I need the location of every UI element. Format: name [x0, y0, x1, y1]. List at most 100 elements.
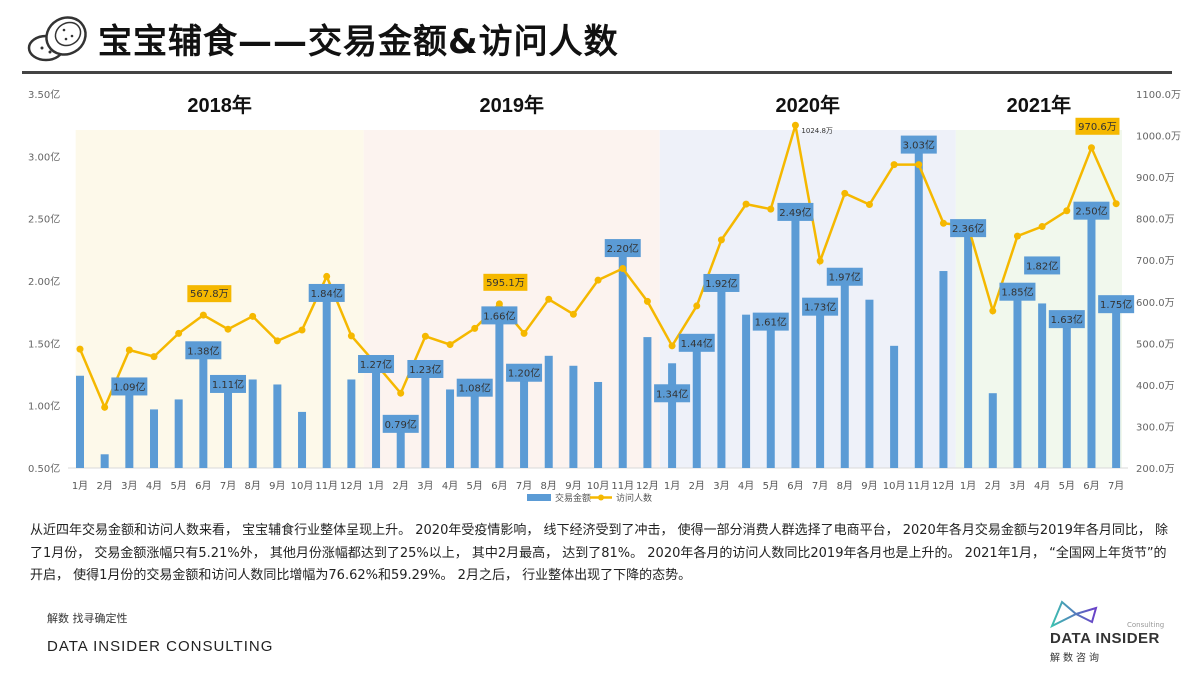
line-label: 595.1万 [486, 278, 525, 289]
bar [1013, 299, 1022, 468]
left-axis-tick: 0.50亿 [28, 462, 60, 475]
brand-name: DATA INSIDER CONSULTING [47, 638, 274, 655]
bar-label-box [999, 282, 1036, 301]
bar [816, 314, 825, 468]
x-axis-tick: 3月 [1009, 480, 1025, 492]
bar [544, 355, 553, 468]
line-point [816, 257, 824, 265]
bar [125, 394, 134, 468]
year-label: 2020年 [776, 93, 841, 117]
bar [150, 409, 159, 468]
left-axis-tick: 3.00亿 [28, 150, 60, 163]
line-point [791, 121, 799, 129]
bar-label: 1.63亿 [1051, 313, 1083, 326]
line-point [323, 272, 331, 280]
line-label-box [1075, 117, 1120, 135]
line-point [1013, 232, 1021, 240]
bar-label-box [111, 377, 148, 396]
bar [569, 365, 578, 468]
x-axis-tick: 5月 [1059, 480, 1075, 492]
bar-label: 2.20亿 [607, 242, 639, 255]
x-axis-tick: 4月 [146, 480, 162, 492]
x-axis-tick: 3月 [417, 480, 433, 492]
x-axis-tick: 12月 [340, 480, 363, 492]
x-axis-tick: 7月 [220, 480, 236, 492]
bar [865, 299, 874, 468]
x-axis-tick: 9月 [269, 480, 285, 492]
x-axis-tick: 8月 [541, 480, 557, 492]
year-label: 2021年 [1007, 93, 1072, 117]
line-point [1063, 207, 1071, 215]
line-point [890, 161, 898, 169]
bar [1112, 312, 1121, 468]
x-axis-tick: 4月 [442, 480, 458, 492]
bar-label: 1.75亿 [1100, 298, 1132, 311]
bar-label-box [1024, 256, 1061, 275]
bar-label-box [1073, 201, 1110, 220]
x-axis-tick: 2月 [96, 480, 112, 492]
x-axis-tick: 11月 [315, 480, 338, 492]
bar-label-box [210, 374, 247, 393]
line-point [298, 326, 306, 334]
bar-label-box [752, 312, 789, 331]
year-label: 2018年 [187, 93, 252, 117]
bar-label-box [1098, 295, 1135, 314]
x-axis-tick: 2月 [689, 480, 705, 492]
bar-label-box [678, 333, 715, 352]
bar [372, 372, 381, 468]
legend-label: 访问人数 [616, 492, 652, 504]
bar-label-box [1048, 310, 1085, 329]
bar [298, 411, 307, 468]
chart: 2018年 2019年 2020年 2021年 0.50亿 1.00亿 1.50亿 2.00亿… [28, 88, 1181, 504]
line-point [397, 389, 405, 397]
bar [766, 329, 775, 468]
right-axis-tick: 1100.0万 [1136, 90, 1181, 101]
line-point [249, 312, 257, 320]
line-point [101, 403, 109, 411]
bar [692, 350, 701, 468]
line-point [495, 300, 503, 308]
x-axis-tick: 6月 [1083, 480, 1099, 492]
bar-label: 1.85亿 [1001, 286, 1033, 299]
bar-label-box [358, 355, 395, 374]
line-label-box [483, 273, 528, 291]
legend-line-marker [598, 494, 604, 501]
bar [446, 389, 455, 468]
bar-label: 2.49亿 [779, 206, 811, 219]
page-title: 宝宝辅食——交易金额&访问人数 [98, 22, 619, 62]
line-point [594, 276, 602, 284]
line-label-box [187, 285, 232, 303]
x-axis-tick: 6月 [491, 480, 507, 492]
x-axis-tick: 5月 [467, 480, 483, 492]
bar-label: 2.50亿 [1075, 205, 1107, 218]
title-divider [22, 71, 1172, 74]
line-point [767, 205, 775, 213]
year-band [363, 130, 660, 468]
bar [322, 300, 331, 468]
line-point [989, 307, 997, 315]
bar-label-box [654, 384, 691, 403]
bar [988, 393, 997, 468]
bar [495, 323, 504, 468]
bar-label-box [703, 273, 740, 292]
x-axis-tick: 10月 [883, 480, 906, 492]
bar [840, 284, 849, 468]
slogan: 解数 找寻确定性 [47, 612, 128, 625]
bar [273, 384, 282, 468]
bar-label: 1.97亿 [829, 271, 861, 284]
bar [174, 399, 183, 468]
x-axis-tick: 11月 [611, 480, 634, 492]
x-axis-tick: 6月 [787, 480, 803, 492]
x-axis-tick: 11月 [907, 480, 930, 492]
line-point [224, 325, 232, 333]
bar-label: 1.73亿 [804, 301, 836, 314]
x-axis-tick: 5月 [170, 480, 186, 492]
x-axis-tick: 1月 [72, 480, 88, 492]
line-point [150, 353, 158, 361]
bar [470, 395, 479, 468]
x-axis-tick: 7月 [516, 480, 532, 492]
x-axis-tick: 8月 [837, 480, 853, 492]
x-axis-tick: 7月 [1108, 480, 1124, 492]
x-axis-tick: 1月 [368, 480, 384, 492]
right-axis-tick: 200.0万 [1136, 464, 1175, 475]
